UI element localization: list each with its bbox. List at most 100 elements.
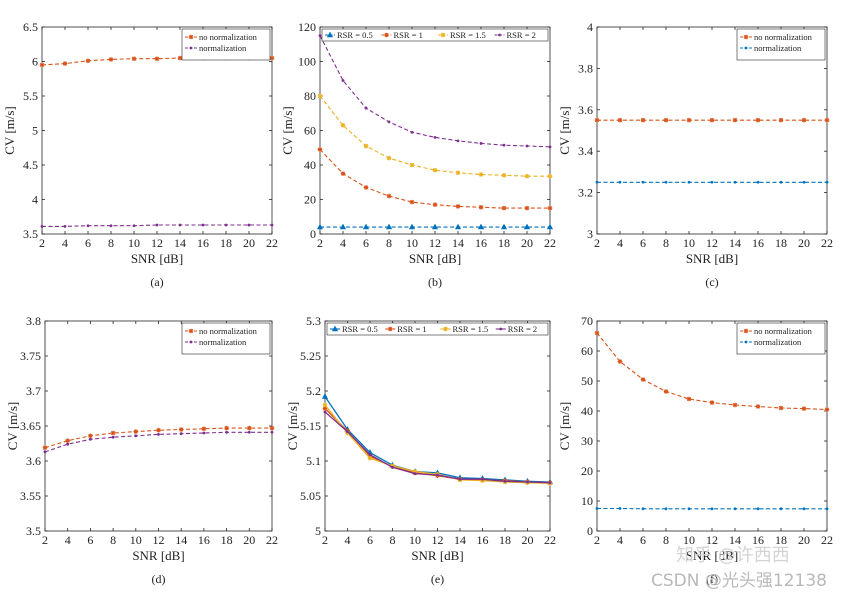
y-tick-label: 50 — [581, 374, 593, 388]
series-rsr-2 — [323, 410, 552, 485]
caption: (d) — [152, 572, 166, 586]
x-tick-label: 22 — [266, 533, 278, 547]
legend-box — [321, 28, 549, 42]
series-line — [44, 427, 272, 449]
data-point — [433, 136, 437, 139]
y-tick-label: 100 — [298, 55, 316, 69]
data-point — [316, 223, 324, 230]
data-point — [247, 425, 252, 431]
data-point — [778, 405, 784, 411]
x-tick-label: 16 — [752, 533, 764, 547]
plot-area-e — [324, 320, 551, 532]
data-point — [547, 205, 553, 211]
x-tick-label: 8 — [390, 533, 396, 547]
series-normalization — [595, 180, 829, 184]
x-tick-label: 6 — [363, 236, 369, 250]
x-axis-label: SNR [dB] — [686, 548, 738, 563]
data-point — [755, 404, 761, 409]
chart-a: 2 4 6 8 10 12 14 16 18 20 22 3.5 4 4.5 5 5.5 6 6.5 SNR [dB… — [2, 20, 278, 289]
data-point — [270, 430, 274, 434]
x-tick-label: 8 — [663, 533, 669, 547]
legend-label: RSR = 1 — [397, 324, 426, 334]
x-tick-label: 14 — [175, 533, 187, 547]
y-tick-label: 4.5 — [23, 158, 38, 172]
legend-label: RSR = 2 — [507, 30, 536, 40]
y-tick-label: 5.05 — [300, 489, 321, 503]
data-point — [641, 180, 645, 184]
data-point — [409, 199, 415, 205]
data-point — [201, 223, 205, 227]
series-normalization — [595, 507, 829, 511]
x-tick-label: 20 — [522, 533, 534, 547]
data-point — [503, 479, 507, 483]
data-point — [548, 481, 552, 485]
y-tick-label: 3.8 — [578, 61, 593, 75]
legend-swatch-marker — [189, 46, 193, 50]
x-tick-label: 12 — [429, 236, 441, 250]
data-point — [66, 442, 70, 446]
data-point — [801, 117, 807, 123]
data-point — [801, 406, 807, 411]
data-point — [386, 193, 392, 199]
data-point — [62, 61, 68, 66]
x-tick-label: 12 — [706, 533, 718, 547]
legend-box — [181, 322, 271, 355]
x-tick-label: 16 — [477, 533, 489, 547]
data-point — [525, 144, 529, 148]
y-tick-label: 3.8 — [26, 314, 41, 328]
x-tick-label: 22 — [821, 533, 833, 547]
data-point — [202, 431, 206, 435]
x-tick-label: 6 — [640, 533, 646, 547]
data-point — [178, 223, 182, 227]
x-tick-label: 12 — [153, 533, 165, 547]
y-axis-label: CV [m/s] — [280, 106, 295, 155]
y-axis-label: CV [m/s] — [557, 402, 572, 451]
y-axis-label: CV [m/s] — [5, 402, 20, 451]
data-point — [109, 224, 113, 228]
data-point — [825, 507, 829, 511]
x-tick-label: 4 — [345, 533, 351, 547]
legend-box — [736, 322, 826, 355]
data-point — [594, 330, 600, 336]
data-point — [154, 56, 160, 62]
x-tick-label: 8 — [108, 236, 114, 250]
y-tick-label: 3.7 — [26, 384, 41, 398]
chart-b: 2 4 6 8 10 12 14 16 18 20 22 0 20 40 60 80 100 120 SNR [dB… — [280, 20, 556, 289]
x-tick-label: 2 — [317, 236, 323, 250]
data-point — [478, 204, 484, 210]
data-point — [224, 425, 229, 431]
y-tick-label: 6.5 — [23, 20, 38, 34]
data-point — [367, 455, 373, 461]
data-point — [323, 410, 327, 414]
y-tick-label: 3.6 — [26, 454, 41, 468]
legend-label: normalization — [754, 337, 802, 347]
legend-label: RSR = 0.5 — [342, 324, 378, 334]
legend-swatch-marker — [189, 340, 193, 344]
data-point — [110, 430, 116, 436]
x-tick-label: 4 — [340, 236, 346, 250]
y-tick-label: 20 — [581, 464, 593, 478]
x-tick-label: 10 — [128, 236, 140, 250]
x-axis-label: SNR [dB] — [131, 251, 183, 266]
legend-swatch-marker — [498, 33, 501, 37]
x-tick-label: 20 — [243, 236, 255, 250]
x-tick-label: 6 — [640, 236, 646, 250]
x-tick-label: 2 — [42, 533, 48, 547]
y-tick-label: 6 — [32, 55, 38, 69]
y-tick-label: 3.4 — [578, 144, 593, 158]
data-point — [111, 435, 115, 439]
caption: (b) — [428, 275, 442, 289]
data-point — [501, 205, 507, 211]
data-point — [201, 426, 207, 432]
data-point — [663, 389, 669, 394]
series-line — [42, 224, 272, 227]
y-tick-label: 5.25 — [300, 349, 321, 363]
data-point — [39, 62, 45, 68]
data-point — [346, 430, 349, 433]
x-tick-label: 16 — [475, 236, 487, 250]
data-point — [155, 223, 159, 227]
data-point — [755, 117, 761, 123]
data-point — [824, 117, 830, 123]
